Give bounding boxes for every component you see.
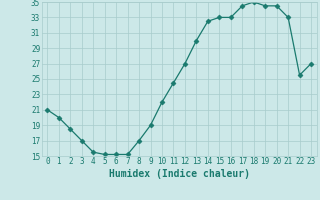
X-axis label: Humidex (Indice chaleur): Humidex (Indice chaleur) bbox=[109, 169, 250, 179]
